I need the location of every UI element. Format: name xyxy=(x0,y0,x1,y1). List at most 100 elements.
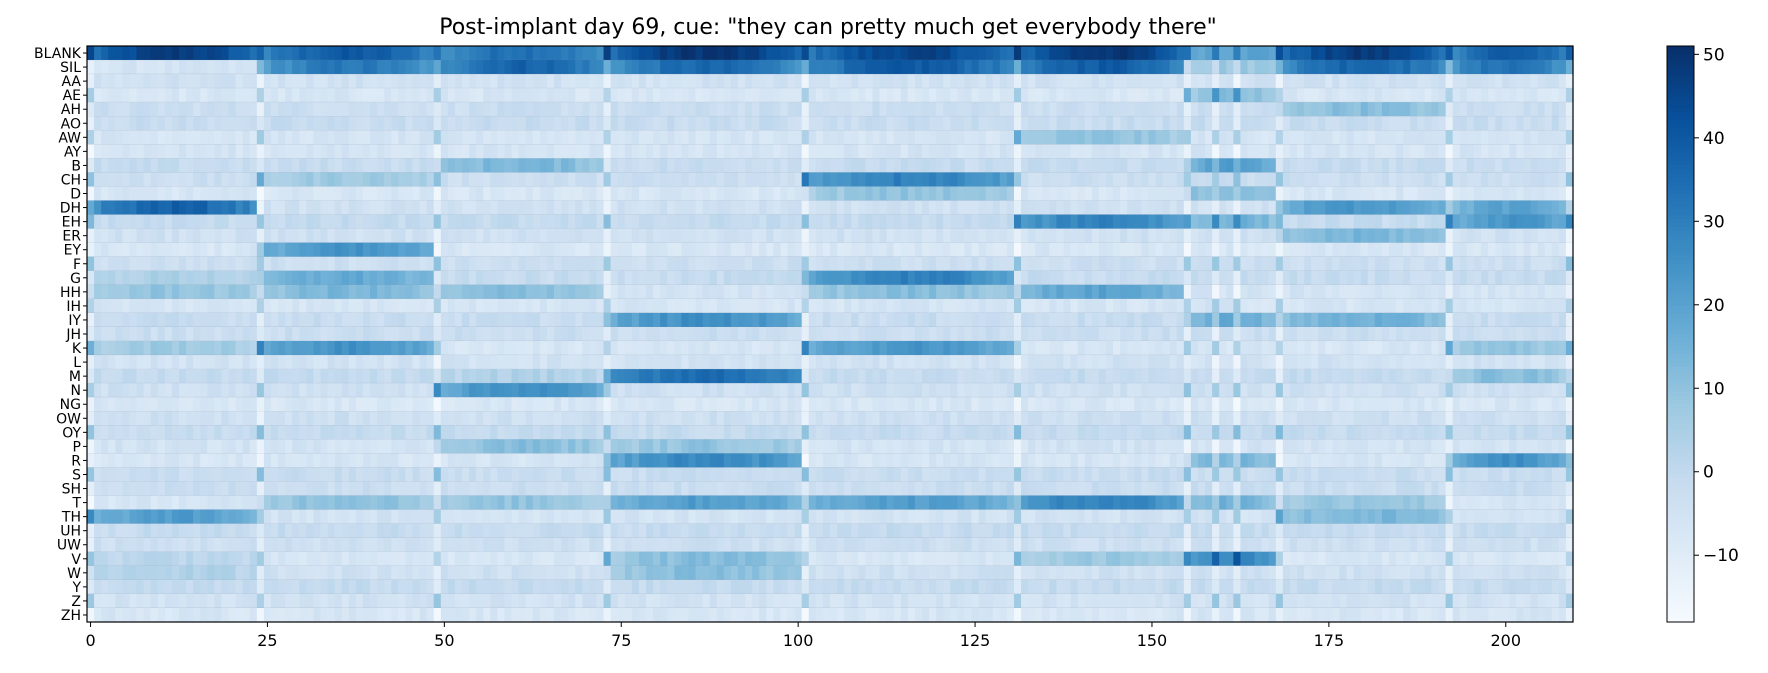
heatmap-cell xyxy=(1183,60,1192,75)
heatmap-cell xyxy=(242,102,251,117)
heatmap-cell xyxy=(1297,242,1305,258)
heatmap-cell xyxy=(688,326,697,342)
heatmap-cell xyxy=(242,46,251,61)
heatmap-cell xyxy=(525,355,534,370)
heatmap-cell xyxy=(929,200,937,216)
heatmap-cell xyxy=(454,242,463,258)
heatmap-cell xyxy=(539,312,548,328)
heatmap-cell xyxy=(398,228,407,244)
heatmap-cell xyxy=(709,228,718,244)
heatmap-cell xyxy=(1311,256,1319,272)
heatmap-cell xyxy=(568,312,576,328)
heatmap-cell xyxy=(1282,88,1291,103)
heatmap-cell xyxy=(1098,369,1107,384)
heatmap-cell xyxy=(1396,88,1404,103)
heatmap-cell xyxy=(773,298,782,314)
heatmap-cell xyxy=(844,326,852,342)
heatmap-cell xyxy=(1240,60,1249,75)
heatmap-cell xyxy=(469,214,477,230)
heatmap-cell xyxy=(348,186,357,202)
heatmap-cell xyxy=(752,369,760,384)
heatmap-cell xyxy=(929,144,937,159)
heatmap-cell xyxy=(1551,130,1560,145)
heatmap-cell xyxy=(667,355,675,370)
heatmap-cell xyxy=(1332,102,1341,117)
heatmap-cell xyxy=(1403,158,1411,174)
heatmap-cell xyxy=(186,130,194,145)
heatmap-cell xyxy=(716,102,725,117)
heatmap-cell xyxy=(1077,130,1086,145)
heatmap-cell xyxy=(143,200,152,216)
heatmap-cell xyxy=(730,228,739,244)
heatmap-cell xyxy=(893,116,902,131)
heatmap-cell xyxy=(355,130,364,145)
heatmap-cell xyxy=(907,200,916,216)
heatmap-cell xyxy=(999,270,1008,286)
heatmap-cell xyxy=(1318,144,1326,159)
heatmap-cell xyxy=(1495,270,1503,286)
heatmap-cell xyxy=(1558,312,1567,328)
heatmap-cell xyxy=(1035,214,1043,230)
heatmap-cell xyxy=(1360,186,1369,202)
heatmap-cell xyxy=(815,130,824,145)
heatmap-cell xyxy=(462,341,470,356)
heatmap-cell xyxy=(1042,186,1050,202)
heatmap-cell xyxy=(377,172,385,188)
heatmap-cell xyxy=(1028,116,1036,131)
heatmap-cell xyxy=(914,369,923,384)
heatmap-cell xyxy=(532,116,541,131)
heatmap-cell xyxy=(405,256,414,272)
heatmap-cell xyxy=(1098,60,1107,75)
heatmap-cell xyxy=(752,256,760,272)
heatmap-cell xyxy=(674,102,682,117)
heatmap-cell xyxy=(440,130,449,145)
heatmap-cell xyxy=(115,158,123,174)
heatmap-cell xyxy=(596,200,605,216)
heatmap-cell xyxy=(405,172,414,188)
heatmap-cell xyxy=(1558,298,1567,314)
heatmap-cell xyxy=(270,74,279,89)
heatmap-cell xyxy=(511,102,520,117)
heatmap-cell xyxy=(412,341,421,356)
heatmap-cell xyxy=(341,74,350,89)
heatmap-cell xyxy=(1325,242,1334,258)
heatmap-cell xyxy=(865,186,874,202)
heatmap-cell xyxy=(94,256,102,272)
heatmap-cell xyxy=(702,88,711,103)
heatmap-cell xyxy=(1155,60,1164,75)
heatmap-cell xyxy=(433,242,442,258)
heatmap-cell xyxy=(256,116,265,131)
heatmap-cell xyxy=(469,186,477,202)
heatmap-cell xyxy=(1183,256,1192,272)
heatmap-cell xyxy=(412,200,421,216)
heatmap-cell xyxy=(780,270,789,286)
heatmap-cell xyxy=(660,74,668,89)
heatmap-cell xyxy=(143,298,152,314)
heatmap-cell xyxy=(1410,242,1418,258)
heatmap-cell xyxy=(1353,144,1362,159)
heatmap-cell xyxy=(108,326,116,342)
heatmap-cell xyxy=(299,46,307,61)
heatmap-cell xyxy=(985,214,994,230)
heatmap-cell xyxy=(108,369,116,384)
heatmap-cell xyxy=(851,326,859,342)
heatmap-cell xyxy=(1311,298,1319,314)
heatmap-cell xyxy=(773,228,782,244)
heatmap-cell xyxy=(780,326,789,342)
heatmap-cell xyxy=(157,130,166,145)
heatmap-cell xyxy=(87,242,95,258)
heatmap-cell xyxy=(1282,74,1291,89)
heatmap-cell xyxy=(603,355,612,370)
heatmap-cell xyxy=(752,355,760,370)
heatmap-cell xyxy=(440,256,449,272)
heatmap-cell xyxy=(830,116,838,131)
heatmap-cell xyxy=(1530,46,1539,61)
heatmap-cell xyxy=(242,144,251,159)
heatmap-cell xyxy=(433,200,442,216)
heatmap-cell xyxy=(1353,284,1362,300)
heatmap-cell xyxy=(723,60,732,75)
heatmap-cell xyxy=(327,242,336,258)
heatmap-cell xyxy=(815,60,824,75)
heatmap-cell xyxy=(1417,158,1425,174)
heatmap-cell xyxy=(914,326,923,342)
